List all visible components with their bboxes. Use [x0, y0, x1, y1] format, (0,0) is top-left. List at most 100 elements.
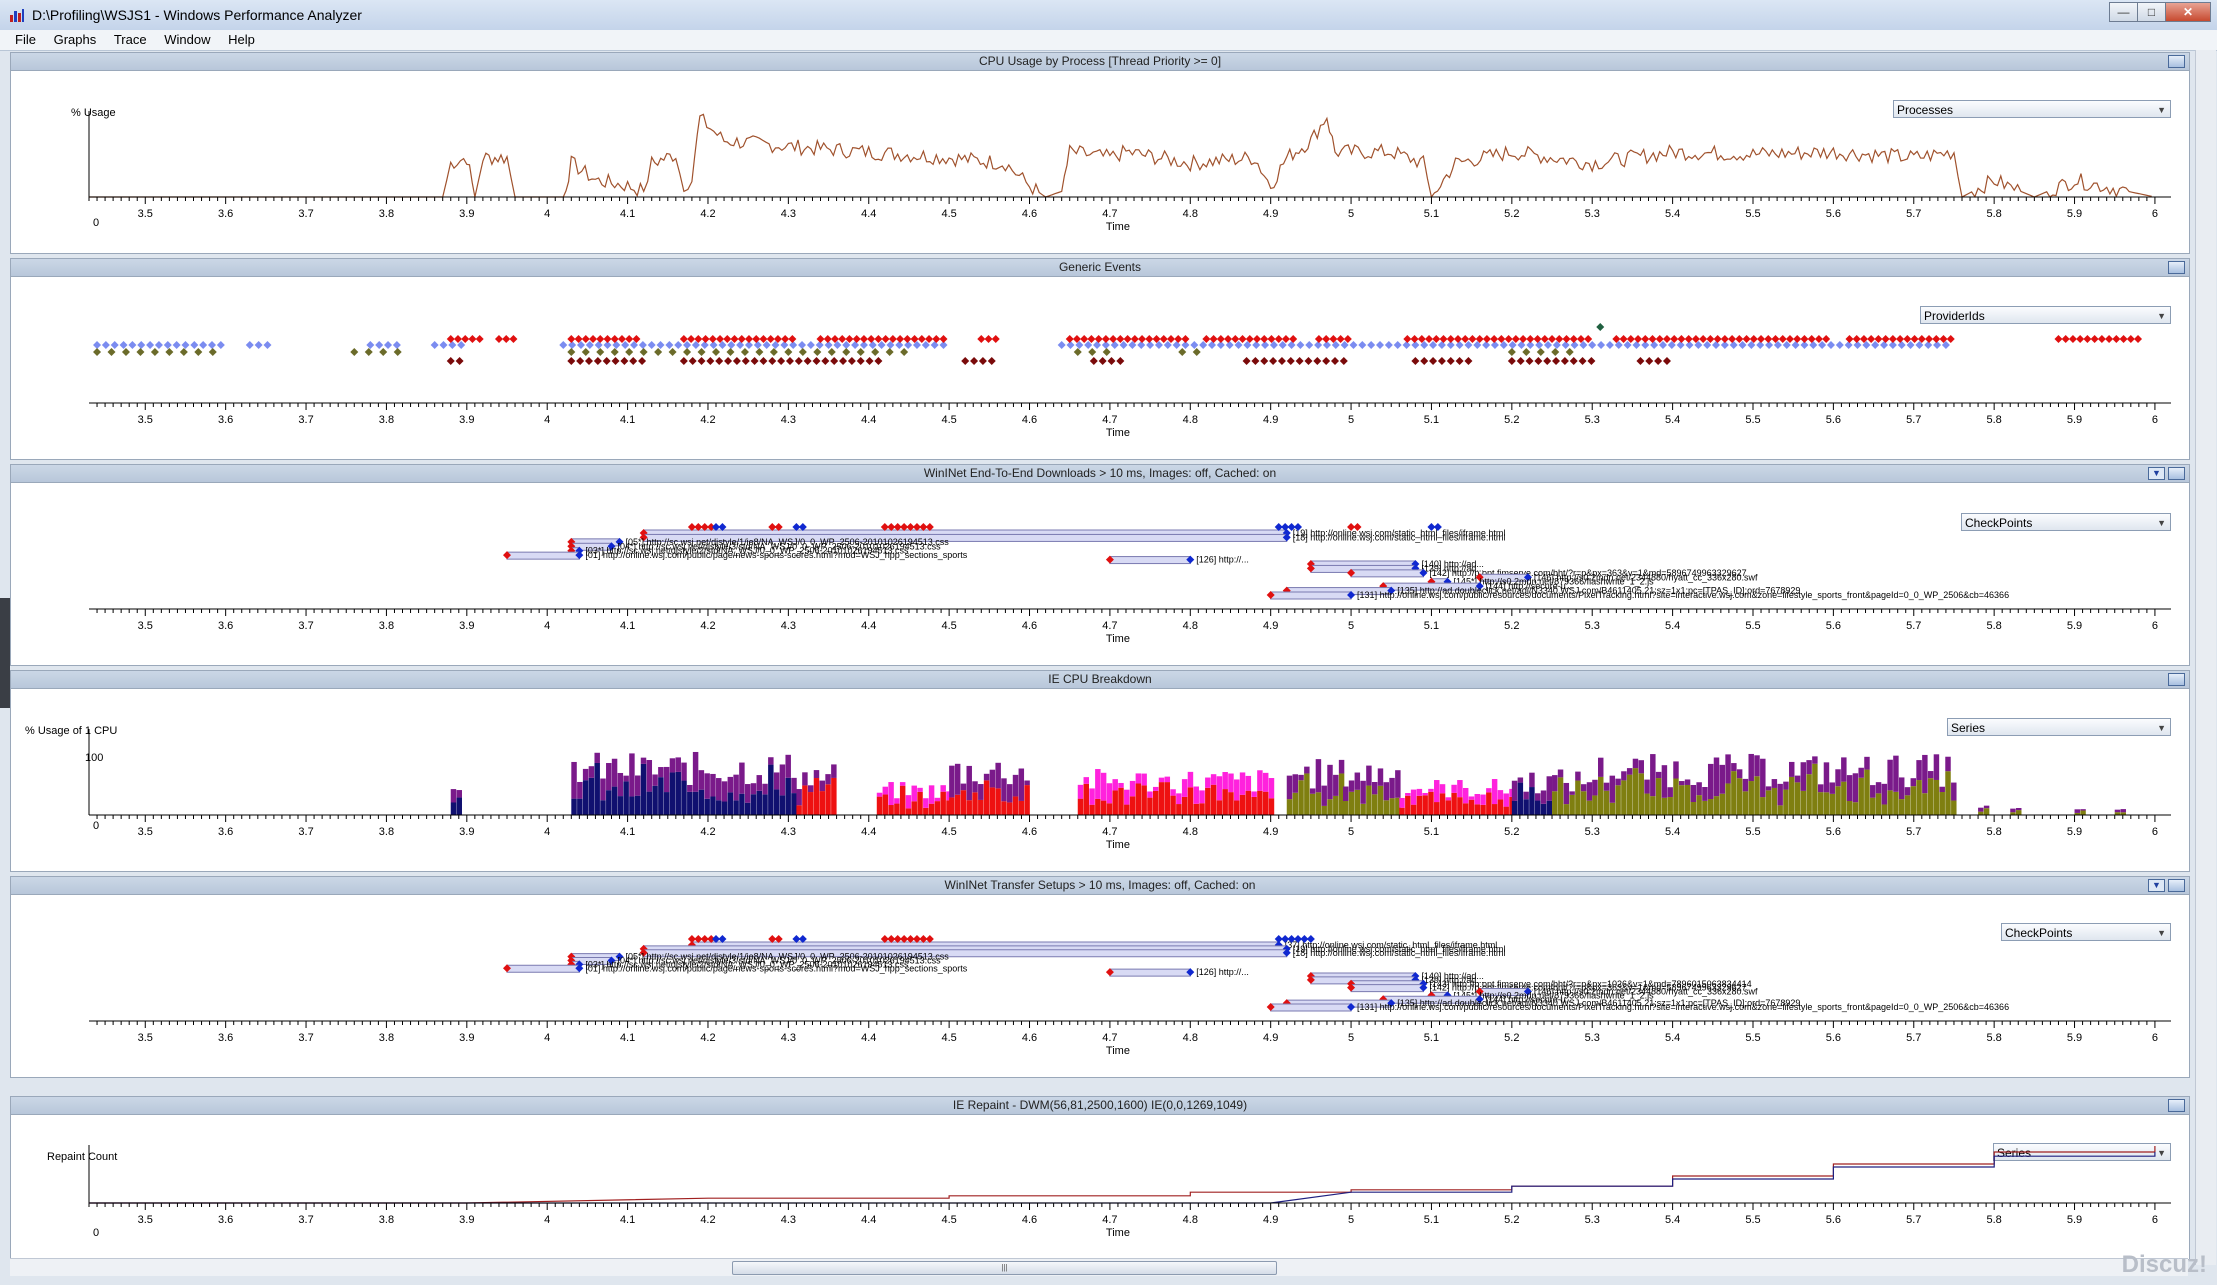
cpu-bar	[1523, 791, 1529, 800]
cpu-bar	[1626, 768, 1633, 775]
panel-filter-button[interactable]: ▼	[2148, 879, 2165, 892]
panel-menu-button[interactable]	[2168, 1099, 2185, 1112]
menu-file[interactable]: File	[15, 32, 36, 47]
series-dropdown[interactable]: Series ▼	[1947, 718, 2171, 736]
cpu-bar	[577, 781, 583, 799]
x-tick-label: 4.1	[620, 414, 635, 426]
providerids-dropdown[interactable]: ProviderIds ▼	[1920, 306, 2171, 324]
event-marker-red	[1130, 335, 1139, 343]
horizontal-scrollbar[interactable]: |||	[10, 1258, 2188, 1276]
checkpoint-marker	[1353, 523, 1362, 531]
panel-menu-button[interactable]	[2168, 261, 2185, 274]
event-marker-darkred	[794, 357, 803, 365]
cpu-bar	[972, 781, 978, 793]
cpu-bar	[658, 767, 664, 778]
cpu-bar	[1439, 784, 1446, 794]
x-axis-title: Time	[1106, 839, 1130, 851]
x-tick-label: 4.4	[861, 208, 876, 220]
x-axis-title: Time	[1106, 427, 1130, 439]
vertical-scrollbar[interactable]	[2195, 50, 2216, 1265]
event-marker-blue	[1561, 341, 1570, 349]
end-marker	[1411, 564, 1420, 573]
checkpoint-marker	[887, 523, 896, 531]
event-marker-darkred	[741, 357, 750, 365]
checkpoints-dropdown[interactable]: CheckPoints ▼	[2001, 923, 2171, 941]
event-marker-blue	[1641, 341, 1650, 349]
event-marker-blue	[1216, 341, 1225, 349]
event-marker-darkred	[1089, 357, 1098, 365]
cpu-bar	[2010, 808, 2016, 813]
event-marker-olive	[842, 348, 851, 356]
menu-graphs[interactable]: Graphs	[53, 32, 97, 47]
x-tick-label: 4.5	[941, 208, 956, 220]
event-marker-olive	[755, 348, 764, 356]
cpu-bar	[675, 771, 681, 815]
panel-filter-button[interactable]: ▼	[2148, 467, 2165, 480]
event-marker-blue	[753, 341, 762, 349]
cpu-bar	[1348, 791, 1355, 815]
download-label: [131] http://online.wsj.com/public/resou…	[1357, 1002, 2009, 1012]
x-axis-title: Time	[1106, 633, 1130, 645]
event-marker-blue	[172, 341, 181, 349]
cpu-bar	[1800, 790, 1807, 815]
x-tick-label: 5.7	[1906, 414, 1921, 426]
event-marker-red	[1619, 335, 1628, 343]
panel-menu-button[interactable]	[2168, 879, 2185, 892]
x-tick-label: 5.4	[1665, 826, 1680, 838]
event-marker-darkred	[1516, 357, 1525, 365]
panel-menu-button[interactable]	[2168, 673, 2185, 686]
event-marker-red	[1735, 335, 1744, 343]
event-marker-darkred	[732, 357, 741, 365]
event-marker-red	[903, 335, 912, 343]
cpu-bar	[940, 785, 946, 792]
menu-trace[interactable]: Trace	[113, 32, 147, 47]
x-tick-label: 6	[2152, 414, 2158, 426]
cpu-bar	[1321, 805, 1327, 815]
cpu-bar	[1399, 797, 1405, 808]
event-marker-red	[845, 335, 854, 343]
event-marker-blue	[110, 341, 119, 349]
processes-dropdown[interactable]: Processes ▼	[1893, 100, 2171, 118]
cpu-bar	[1371, 794, 1378, 815]
cpu-bar	[750, 794, 757, 815]
side-collapse-tab[interactable]	[0, 598, 10, 708]
x-tick-label: 5.5	[1745, 414, 1760, 426]
menu-window[interactable]: Window	[164, 32, 211, 47]
download-label: [126] http://...	[1196, 967, 1249, 977]
event-marker-blue	[384, 341, 393, 349]
cpu-bar	[1338, 773, 1345, 815]
x-tick-label: 3.6	[218, 1032, 233, 1044]
panel-menu-button[interactable]	[2168, 467, 2185, 480]
checkpoint-marker	[900, 523, 909, 531]
event-marker-red	[1468, 335, 1477, 343]
checkpoints-dropdown[interactable]: CheckPoints ▼	[1961, 513, 2171, 531]
scrollbar-thumb[interactable]: |||	[732, 1261, 1277, 1275]
x-tick-label: 4.3	[781, 1032, 796, 1044]
minimize-button[interactable]: —	[2109, 2, 2138, 22]
event-marker-blue	[1853, 341, 1862, 349]
cpu-bar	[1933, 779, 1940, 815]
event-marker-darkred	[1569, 357, 1578, 365]
close-button[interactable]: ✕	[2165, 2, 2211, 22]
cpu-bar	[813, 770, 820, 779]
cpu-bar	[1298, 774, 1304, 781]
cpu-bar	[1257, 790, 1263, 815]
cpu-bar	[1983, 808, 1990, 815]
event-marker-darkred	[620, 357, 629, 365]
maximize-button[interactable]: □	[2137, 2, 2166, 22]
event-marker-red	[977, 335, 986, 343]
cpu-bar	[733, 800, 739, 815]
cpu-bar	[983, 780, 990, 815]
menu-help[interactable]: Help	[228, 32, 255, 47]
event-marker-darkred	[638, 357, 647, 365]
event-marker-red	[1641, 335, 1650, 343]
event-marker-blue	[904, 341, 913, 349]
download-bar	[1109, 968, 1191, 977]
checkpoint-marker	[707, 523, 716, 531]
x-tick-label: 3.8	[379, 208, 394, 220]
event-marker-blue	[254, 341, 263, 349]
start-marker	[567, 546, 576, 555]
panel-menu-button[interactable]	[2168, 55, 2185, 68]
event-marker-blue	[146, 341, 155, 349]
cpu-bar	[1529, 772, 1535, 788]
